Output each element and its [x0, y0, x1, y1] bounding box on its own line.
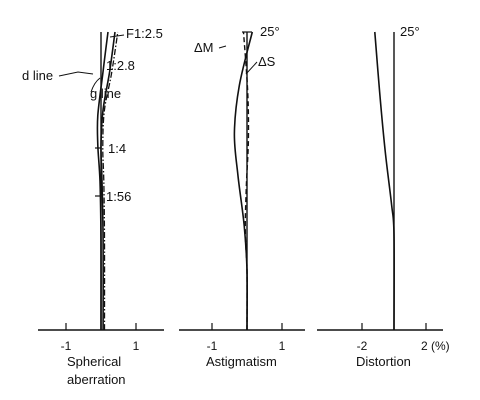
spherical-tick-label-plus1: 1 [133, 339, 140, 353]
sagittal-curve [233, 31, 254, 331]
g-line-curve [102, 31, 119, 331]
meridional-label: ΔM [194, 40, 214, 55]
astigmatism-title: Astigmatism [206, 354, 277, 369]
aperture-label-1-56: 1:56 [106, 189, 131, 204]
spherical-title-line1: Spherical [67, 354, 121, 369]
astigmatism-panel: -1 1 25° ΔM ΔS Astigmatism [179, 24, 305, 369]
meridional-leader [218, 45, 227, 49]
astigmatism-tick-label-plus1: 1 [279, 339, 286, 353]
distortion-curve [374, 31, 395, 331]
spherical-tick-label-minus1: -1 [61, 339, 72, 353]
distortion-title: Distortion [356, 354, 411, 369]
spherical-title-line2: aberration [67, 372, 126, 387]
aperture-label-1-4: 1:4 [108, 141, 126, 156]
aperture-label-f2-5: F1:2.5 [126, 26, 163, 41]
aperture-label-2-8: 1:2.8 [106, 58, 135, 73]
distortion-field-label: 25° [400, 24, 420, 39]
g-line-leader [90, 77, 101, 93]
astigmatism-field-label: 25° [260, 24, 280, 39]
distortion-panel: -2 2 (%) 25° Distortion [317, 24, 450, 369]
d-line-leader [58, 71, 94, 77]
aperture-f2-5-leader [109, 34, 125, 38]
astigmatism-tick-label-minus1: -1 [207, 339, 218, 353]
meridional-curve [242, 31, 250, 331]
sagittal-leader [245, 61, 258, 75]
d-line-legend-label: d line [22, 68, 53, 83]
distortion-tick-label-minus2: -2 [357, 339, 368, 353]
distortion-tick-label-plus2: 2 (%) [421, 339, 450, 353]
g-line-legend-label: g line [90, 86, 121, 101]
d-line-curve [96, 31, 109, 331]
spherical-third-curve [100, 31, 116, 331]
sagittal-label: ΔS [258, 54, 276, 69]
spherical-aberration-panel: -1 1 F1:2.5 1:2.8 1:4 1:56 d line g line… [22, 26, 164, 387]
